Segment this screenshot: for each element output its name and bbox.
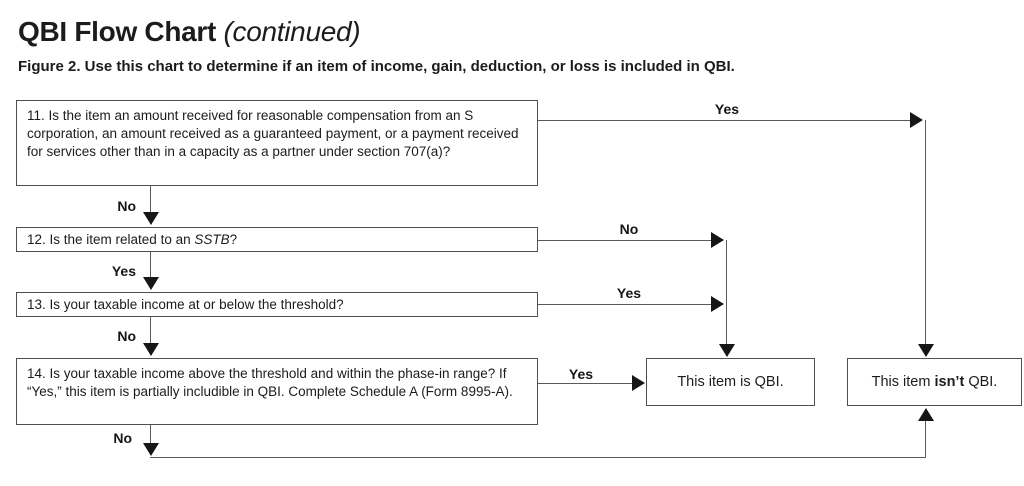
connector-11-yes-hline	[538, 120, 911, 121]
connector-14-yes-hline	[538, 383, 633, 384]
question-box-13: 13. Is your taxable income at or below t…	[16, 292, 538, 317]
question-box-14-text: 14. Is your taxable income above the thr…	[27, 366, 513, 399]
connector-11-yes-vline	[925, 120, 926, 344]
edge-label-yes-12: Yes	[111, 263, 136, 279]
connector-13-to-14-line	[150, 317, 151, 343]
arrowhead-up-icon	[918, 408, 934, 421]
connector-bottom-vline	[925, 421, 926, 457]
result-box-isnt-qbi-text: This item isn’t QBI.	[871, 374, 998, 390]
connector-trunk-to-is-qbi-vline	[726, 240, 727, 344]
arrowhead-down-icon	[719, 344, 735, 357]
connector-14-no-vline	[150, 425, 151, 443]
edge-label-no-13: No	[117, 328, 136, 344]
edge-label-no-11: No	[117, 198, 136, 214]
connector-bottom-hline	[150, 457, 926, 458]
edge-label-yes-11: Yes	[714, 101, 740, 117]
arrowhead-right-icon	[910, 112, 923, 128]
question-box-12: 12. Is the item related to an SSTB?	[16, 227, 538, 252]
page-title: QBI Flow Chart (continued)	[18, 16, 361, 48]
arrowhead-down-icon	[143, 343, 159, 356]
arrowhead-right-icon	[711, 296, 724, 312]
question-box-11: 11. Is the item an amount received for r…	[16, 100, 538, 186]
question-box-11-text: 11. Is the item an amount received for r…	[27, 108, 519, 159]
result-box-isnt-qbi: This item isn’t QBI.	[847, 358, 1022, 406]
page-title-main: QBI Flow Chart	[18, 16, 217, 47]
edge-label-yes-14: Yes	[568, 366, 594, 382]
question-box-14: 14. Is your taxable income above the thr…	[16, 358, 538, 425]
arrowhead-down-icon	[143, 277, 159, 290]
arrowhead-down-icon	[918, 344, 934, 357]
connector-13-yes-hline	[538, 304, 712, 305]
page-title-continued: (continued)	[223, 16, 361, 47]
edge-label-yes-13: Yes	[616, 285, 642, 301]
edge-label-no-14: No	[113, 430, 132, 446]
edge-label-no-12: No	[619, 221, 639, 237]
question-box-13-text: 13. Is your taxable income at or below t…	[27, 296, 344, 312]
arrowhead-right-icon	[711, 232, 724, 248]
figure-caption: Figure 2. Use this chart to determine if…	[18, 58, 735, 75]
arrowhead-down-icon	[143, 443, 159, 456]
arrowhead-right-icon	[632, 375, 645, 391]
connector-12-no-hline	[538, 240, 712, 241]
connector-11-to-12-line	[150, 186, 151, 212]
connector-12-to-13-line	[150, 252, 151, 277]
arrowhead-down-icon	[143, 212, 159, 225]
result-box-is-qbi-text: This item is QBI.	[677, 374, 784, 390]
result-box-is-qbi: This item is QBI.	[646, 358, 815, 406]
question-box-12-text: 12. Is the item related to an SSTB?	[27, 231, 238, 247]
